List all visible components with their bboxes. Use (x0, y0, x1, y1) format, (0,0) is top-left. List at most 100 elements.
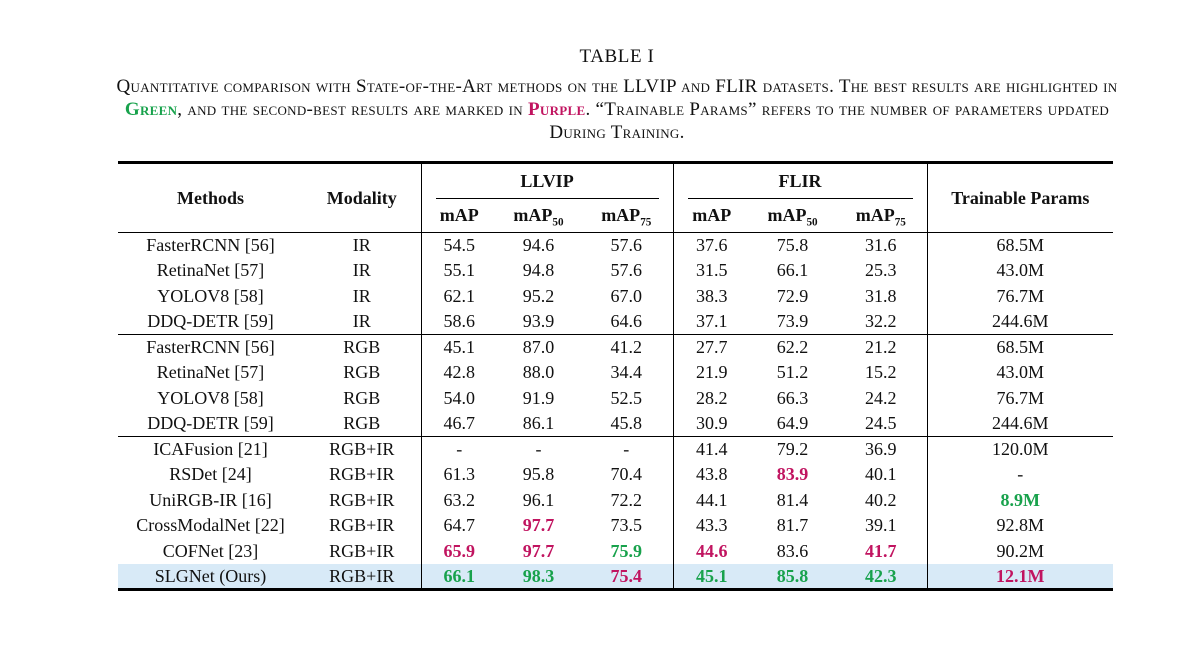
table-row: YOLOV8 [58] RGB 54.0 91.9 52.5 28.2 66.3 24.2 76… (118, 385, 1114, 411)
value-cell: 44.1 (672, 487, 751, 513)
params-cell: 12.1M (926, 564, 1114, 590)
value-cell: - (497, 436, 580, 462)
value-cell: 31.5 (672, 258, 751, 284)
col-header-flir-map: mAP (672, 198, 751, 233)
value-cell: 54.0 (420, 385, 497, 411)
value-cell: 40.2 (865, 489, 897, 510)
method-cell: UniRGB-IR [16] (149, 489, 272, 510)
col-header-modality: Modality (303, 162, 421, 233)
value-cell: 31.8 (865, 285, 897, 306)
value-cell: 31.6 (865, 235, 897, 255)
value-cell: 66.3 (776, 387, 809, 408)
value-cell: 94.6 (522, 235, 555, 255)
value-cell: 61.3 (420, 462, 497, 488)
value-cell: 95.8 (522, 464, 555, 485)
value-cell: 94.8 (522, 260, 555, 281)
modality-cell: RGB (343, 387, 381, 408)
value-cell: 41.2 (580, 334, 674, 360)
value-cell: 96.1 (522, 489, 555, 510)
col-header-llvip-map50: mAP50 (497, 198, 580, 233)
col-header-trainable-params: Trainable Params (926, 162, 1114, 233)
value-cell: 75.9 (610, 540, 643, 561)
table-row: FasterRCNN [56] IR 54.5 94.6 57.6 37.6 75.8 31.… (118, 232, 1114, 258)
value-cell: 62.2 (750, 334, 836, 360)
value-cell: 87.0 (497, 334, 580, 360)
params-cell: 68.5M (926, 232, 1114, 258)
table-row: CrossModalNet [22] RGB+IR 64.7 97.7 73.5 43.3… (118, 513, 1114, 539)
table-caption: TABLE I Quantitative comparison with Sta… (117, 46, 1118, 144)
params-cell: 68.5M (926, 334, 1114, 360)
caption-line-3: During Training. (549, 122, 685, 143)
value-cell: 42.3 (835, 564, 928, 590)
table-body: FasterRCNN [56] IR 54.5 94.6 57.6 37.6 75.8 31.… (118, 232, 1114, 590)
col-header-flir-map50: mAP50 (750, 198, 836, 233)
value-cell: 83.6 (776, 540, 809, 561)
caption-line-2: Green, and the second-best results are m… (117, 98, 1118, 121)
value-cell: 15.2 (865, 362, 897, 383)
value-cell: 21.2 (835, 334, 928, 360)
value-cell: 43.8 (672, 462, 751, 488)
method-cell: RetinaNet [57] (156, 362, 265, 383)
params-cell: 244.6M (926, 411, 1114, 437)
method-cell: COFNet [23] (162, 540, 259, 561)
table-row: RetinaNet [57] RGB 42.8 88.0 34.4 21.9 51.2 15.… (118, 360, 1114, 386)
value-cell: 58.6 (420, 309, 497, 335)
value-cell: 62.1 (420, 283, 497, 309)
value-cell: 57.6 (610, 260, 643, 281)
value-cell: 64.7 (420, 513, 497, 539)
value-cell: 52.5 (610, 387, 643, 408)
modality-cell: RGB+IR (329, 489, 395, 510)
group-header-llvip: LLVIP (420, 162, 674, 199)
value-cell: 75.8 (776, 235, 809, 255)
value-cell: 72.9 (776, 285, 809, 306)
value-cell: 64.6 (610, 311, 643, 331)
value-cell: 64.9 (776, 413, 809, 433)
table-row: SLGNet (Ours) RGB+IR 66.1 98.3 75.4 45.1 85.8 4… (118, 564, 1114, 590)
params-cell: 8.9M (926, 487, 1114, 513)
col-header-methods: Methods (118, 162, 303, 233)
value-cell: 34.4 (610, 362, 643, 383)
params-cell: 120.0M (926, 436, 1114, 462)
params-cell: 92.8M (926, 513, 1114, 539)
value-cell: 21.9 (672, 360, 751, 386)
value-cell: 46.7 (420, 411, 497, 437)
table-row: COFNet [23] RGB+IR 65.9 97.7 75.9 44.6 83.6 41.… (118, 538, 1114, 564)
caption-line-1: Quantitative comparison with State-of-th… (116, 76, 1118, 97)
value-cell: 81.4 (776, 489, 809, 510)
value-cell: 65.9 (420, 538, 497, 564)
value-cell: 37.1 (672, 309, 751, 335)
modality-cell: RGB+IR (329, 515, 395, 536)
modality-cell: RGB+IR (329, 464, 395, 485)
method-cell: YOLOV8 [58] (157, 285, 264, 306)
value-cell: 44.6 (672, 538, 751, 564)
method-cell: YOLOV8 [58] (157, 387, 264, 408)
value-cell: 79.2 (750, 436, 836, 462)
value-cell: 42.8 (420, 360, 497, 386)
value-cell: 37.6 (672, 232, 751, 258)
modality-cell: IR (352, 311, 371, 331)
method-cell: CrossModalNet [22] (136, 515, 285, 536)
value-cell: 51.2 (776, 362, 809, 383)
table-row: DDQ-DETR [59] IR 58.6 93.9 64.6 37.1 73.9 32.2 2… (118, 309, 1114, 335)
value-cell: 41.4 (672, 436, 751, 462)
value-cell: 55.1 (420, 258, 497, 284)
modality-cell: RGB (303, 334, 421, 360)
results-table-container: Methods Modality LLVIP FLIR Trainable Pa… (118, 161, 1114, 591)
value-cell: 63.2 (420, 487, 497, 513)
value-cell: 98.3 (497, 564, 580, 590)
modality-cell: IR (352, 285, 371, 306)
value-cell: 32.2 (865, 311, 897, 331)
table-row: FasterRCNN [56] RGB 45.1 87.0 41.2 27.7 62.2 21… (118, 334, 1114, 360)
value-cell: 97.7 (522, 515, 555, 536)
col-header-flir-map75: mAP75 (835, 198, 928, 233)
value-cell: 66.1 (420, 564, 497, 590)
table-row: DDQ-DETR [59] RGB 46.7 86.1 45.8 30.9 64.9 24.5… (118, 411, 1114, 437)
value-cell: 97.7 (522, 540, 555, 561)
modality-cell: IR (352, 235, 371, 255)
col-header-llvip-map: mAP (420, 198, 497, 233)
value-cell: 81.7 (776, 515, 809, 536)
modality-cell: RGB+IR (303, 564, 421, 590)
method-cell: FasterRCNN [56] (146, 235, 275, 255)
value-cell: 67.0 (610, 285, 643, 306)
method-cell: FasterRCNN [56] (118, 334, 303, 360)
